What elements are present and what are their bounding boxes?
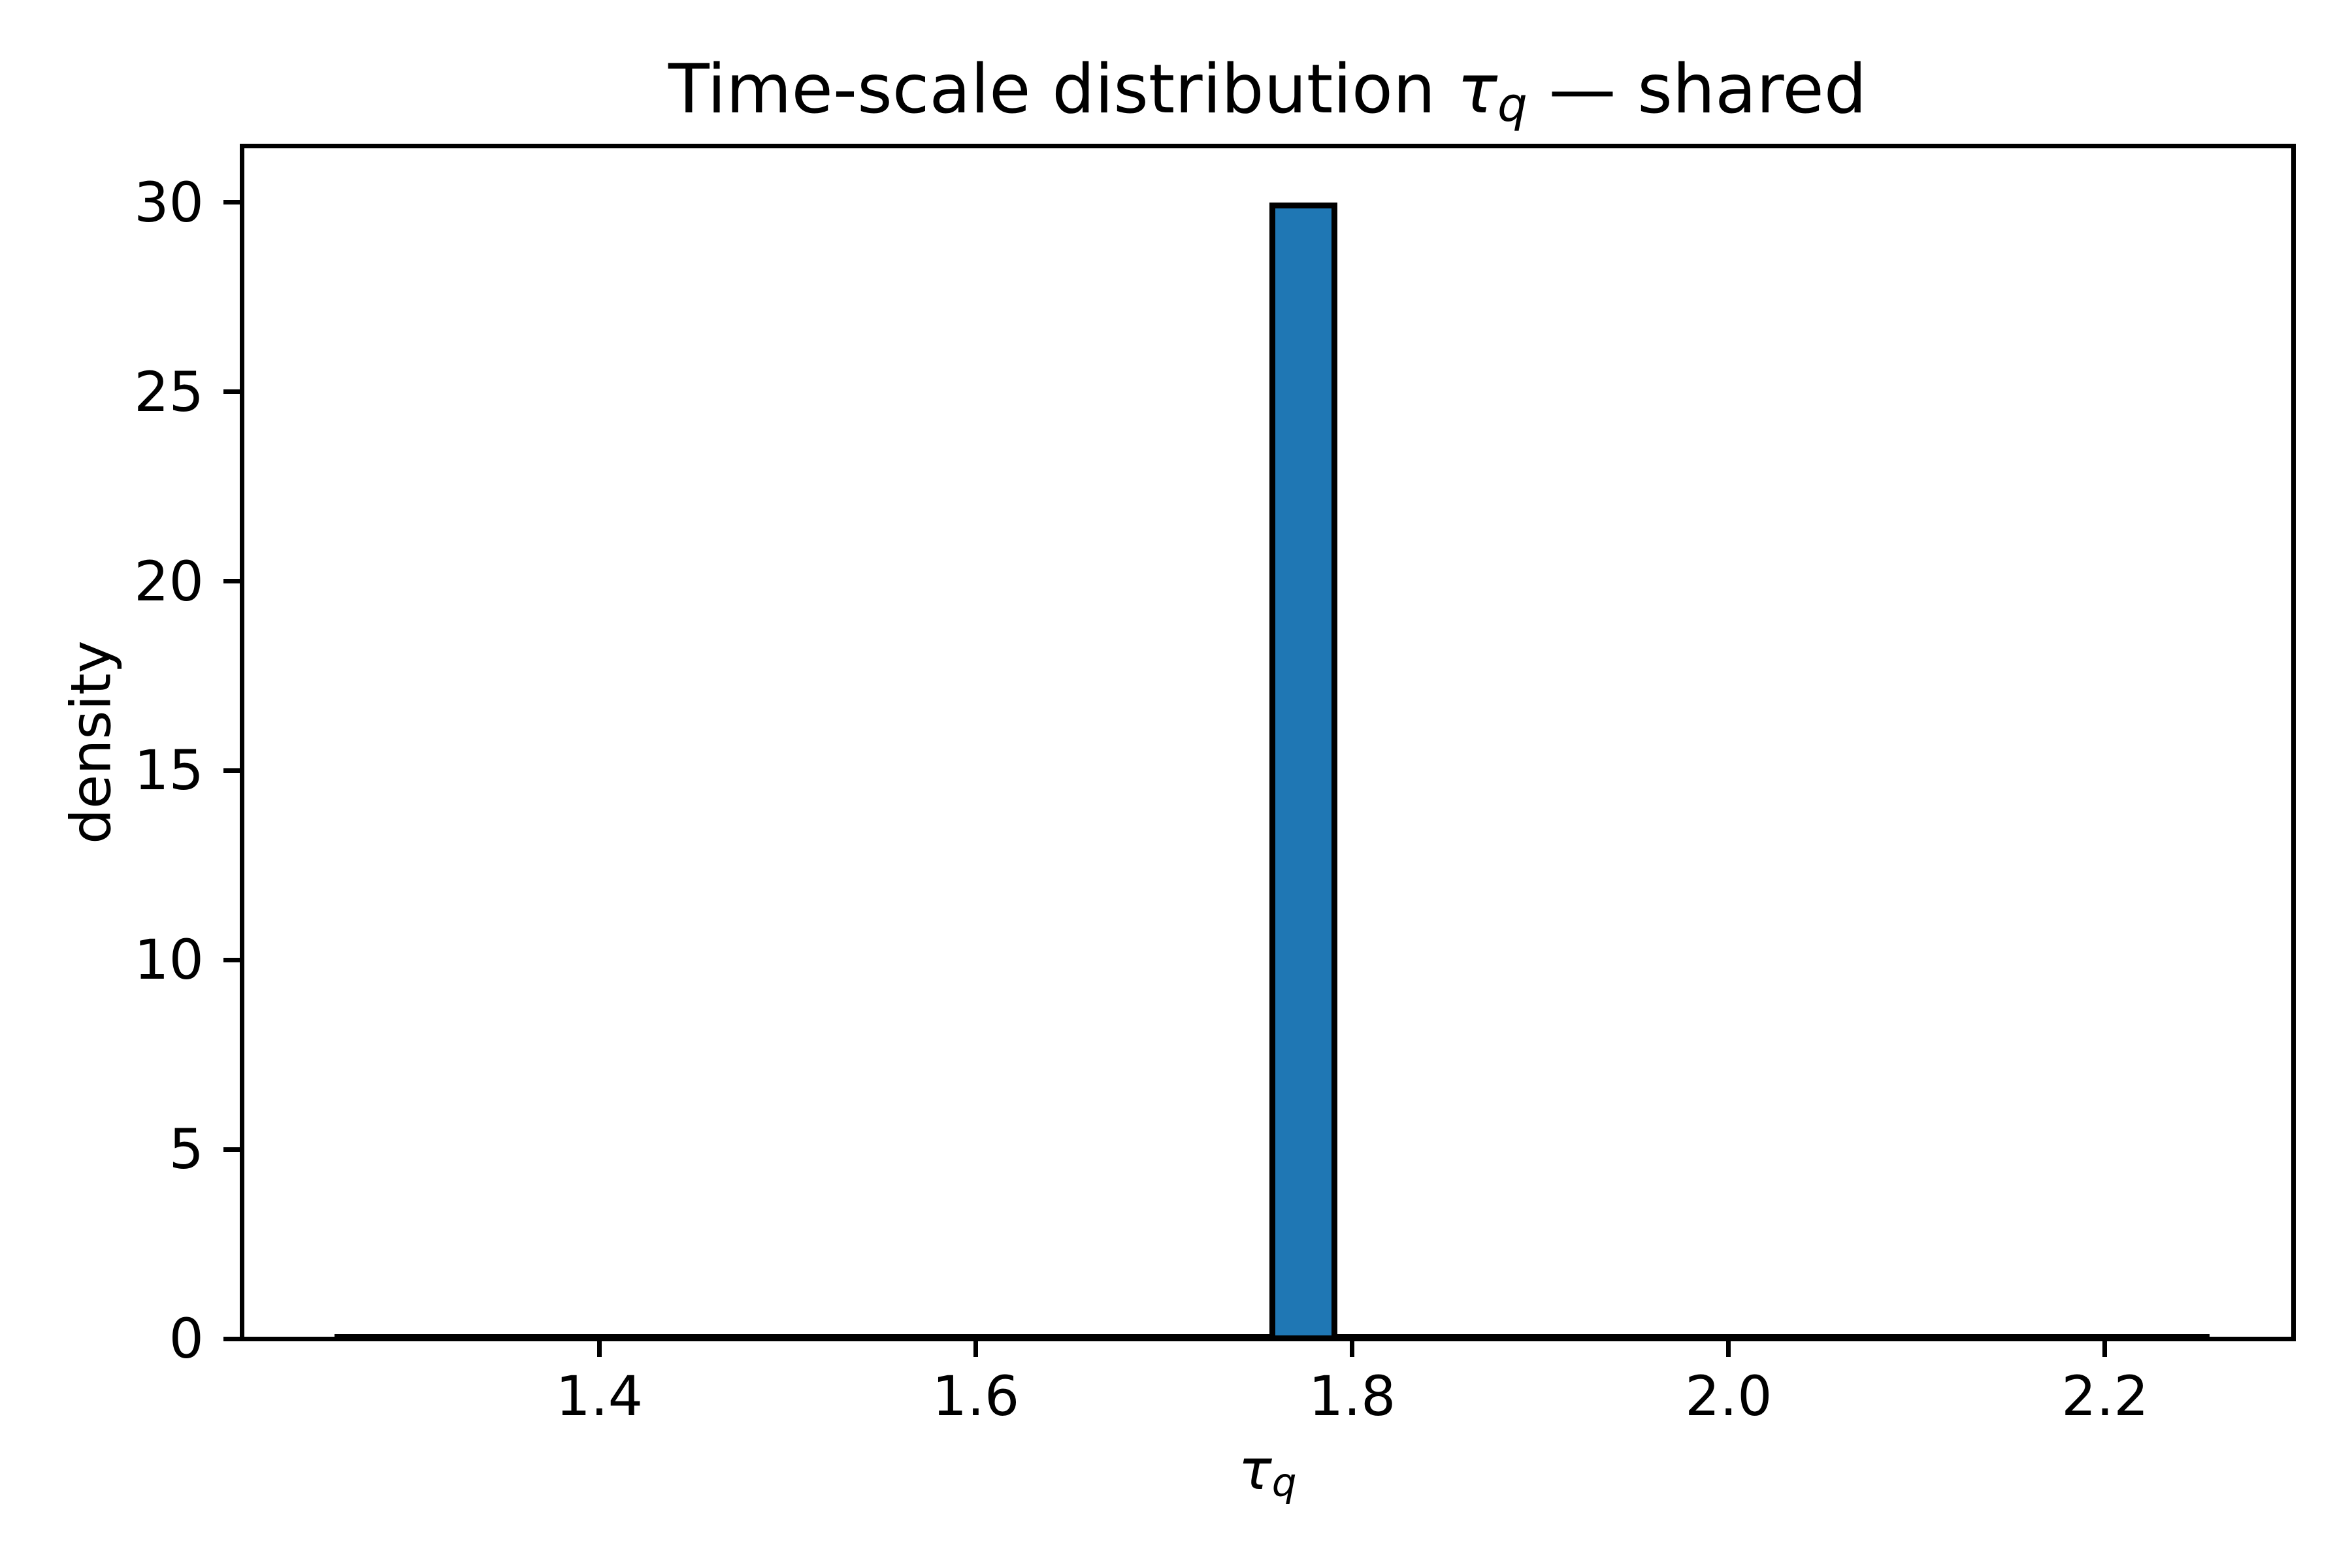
y-tick-label: 5 [169, 1117, 204, 1182]
x-tick-mark [1350, 1341, 1355, 1357]
y-tick-mark [223, 957, 240, 962]
x-tick-label: 1.8 [1308, 1364, 1396, 1428]
chart-title-prefix: Time-scale distribution [668, 50, 1457, 129]
x-tick-mark [596, 1341, 602, 1357]
histogram-bar [1269, 202, 1338, 1341]
x-tick-mark [1726, 1341, 1731, 1357]
tau-subscript: q [1271, 1460, 1297, 1506]
plot-area [240, 144, 2296, 1341]
chart-title-suffix: — shared [1527, 50, 1867, 129]
y-tick-label: 25 [134, 359, 204, 424]
y-tick-mark [223, 1147, 240, 1152]
x-tick-label: 2.0 [1684, 1364, 1772, 1428]
y-tick-label: 0 [169, 1307, 204, 1371]
y-tick-mark [223, 579, 240, 584]
tau-subscript: q [1497, 77, 1527, 133]
y-tick-label: 30 [134, 170, 204, 235]
y-tick-mark [223, 200, 240, 205]
x-tick-mark [2102, 1341, 2108, 1357]
x-tick-label: 1.4 [555, 1364, 644, 1428]
chart-title: Time-scale distribution τq — shared [242, 50, 2293, 133]
y-tick-label: 10 [134, 928, 204, 992]
tau-symbol: τ [1238, 1438, 1272, 1503]
y-tick-mark [223, 1336, 240, 1341]
tau-symbol: τ [1456, 50, 1497, 129]
x-tick-label: 2.2 [2061, 1364, 2149, 1428]
y-tick-mark [223, 768, 240, 773]
y-tick-mark [223, 389, 240, 395]
y-tick-label: 15 [134, 738, 204, 803]
x-axis-label: τq [242, 1437, 2293, 1507]
x-tick-label: 1.6 [932, 1364, 1020, 1428]
x-tick-mark [973, 1341, 978, 1357]
y-tick-label: 20 [134, 549, 204, 613]
